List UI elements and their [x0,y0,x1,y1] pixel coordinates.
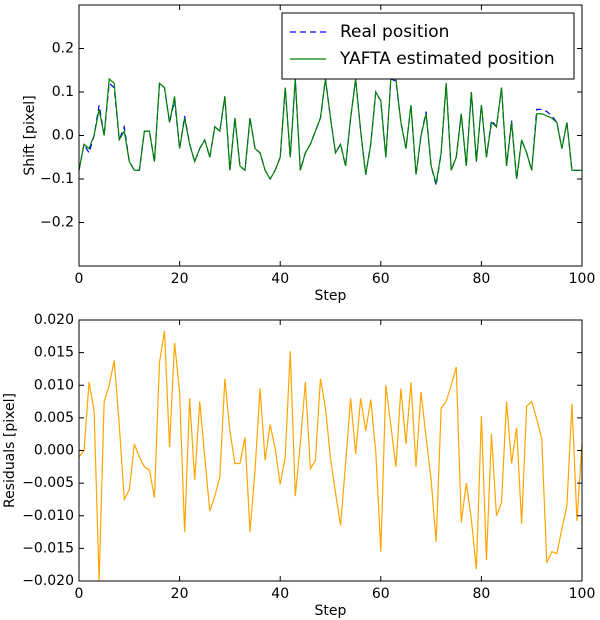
legend-label: YAFTA estimated position [339,49,555,69]
x-tick-label: 80 [472,271,490,287]
x-tick-label: 20 [171,271,189,287]
series-line [79,78,582,186]
axes-frame [78,319,583,582]
x-tick-label: 0 [75,271,84,287]
y-tick-label: −0.005 [22,475,74,491]
y-axis-label: Residuals [pixel] [2,393,18,508]
x-tick-label: 40 [271,271,289,287]
y-tick-label: −0.020 [22,573,74,589]
legend-box [281,12,575,80]
y-tick-label: 0.010 [34,377,74,393]
legend-label: Real position [340,22,449,42]
y-tick-label: −0.015 [22,540,74,556]
series-line [79,77,582,184]
y-axis-label: Shift [pixel] [22,95,38,175]
y-tick-label: 0.0 [52,128,74,144]
x-tick-label: 100 [569,271,596,287]
y-tick-label: 0.015 [34,345,74,361]
y-tick-label: 0.020 [34,312,74,328]
x-tick-label: 20 [171,586,189,602]
x-tick-label: 0 [75,586,84,602]
x-tick-label: 100 [569,586,596,602]
y-tick-label: −0.010 [22,508,74,524]
x-tick-label: 80 [472,586,490,602]
y-tick-label: 0.000 [34,443,74,459]
y-tick-label: 0.2 [52,41,74,57]
y-tick-label: −0.1 [40,171,74,187]
series-line [79,330,582,581]
x-tick-label: 60 [372,586,390,602]
y-tick-label: 0.1 [52,84,74,100]
x-tick-label: 40 [271,586,289,602]
x-tick-label: 60 [372,271,390,287]
x-axis-label: Step [315,288,347,304]
y-tick-label: −0.2 [40,215,74,231]
x-axis-label: Step [315,603,347,619]
y-tick-label: 0.005 [34,410,74,426]
